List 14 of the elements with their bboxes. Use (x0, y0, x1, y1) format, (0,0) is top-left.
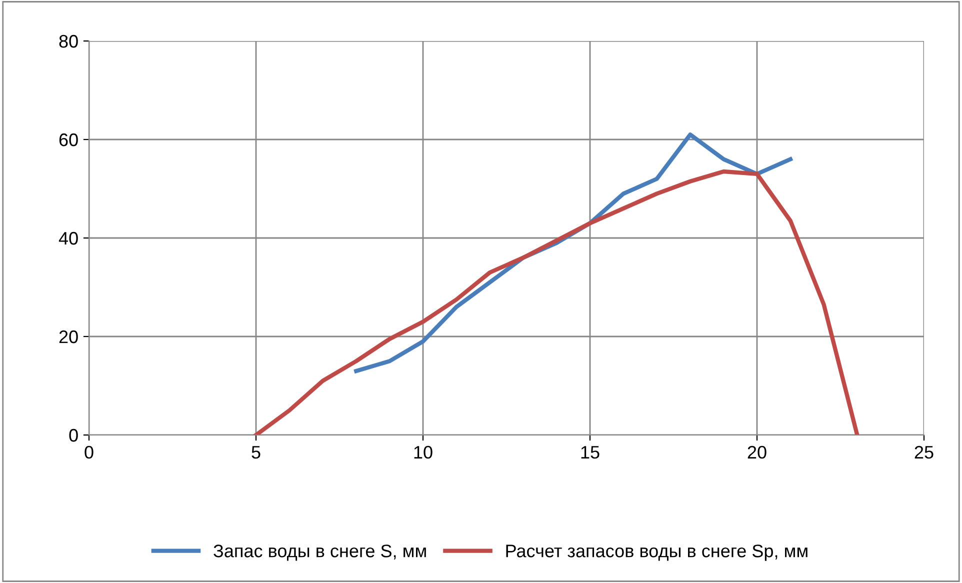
legend-label: Запас воды в снеге S, мм (214, 544, 426, 561)
x-tick-label: 15 (581, 446, 600, 459)
x-tick-label: 20 (748, 446, 766, 459)
x-tick-label: 0 (84, 446, 94, 459)
legend-label: Расчет запасов воды в снеге Sp, мм (506, 544, 808, 561)
y-tick-label: 60 (59, 133, 78, 146)
x-tick-label: 25 (914, 446, 934, 459)
y-tick-label: 40 (58, 232, 78, 245)
y-tick-label: 20 (59, 330, 78, 344)
x-tick-label: 5 (252, 446, 260, 459)
line-series (254, 169, 860, 435)
y-tick-label: 0 (69, 428, 78, 442)
x-tick-label: 10 (414, 446, 432, 459)
y-tick-label: 80 (59, 34, 78, 48)
